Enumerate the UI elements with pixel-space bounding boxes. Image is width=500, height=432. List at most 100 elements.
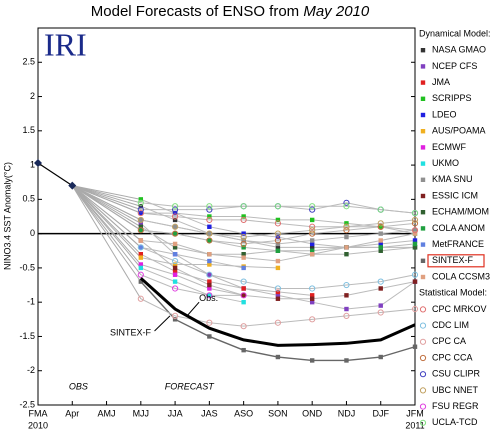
x-tick-label: FMA [29,408,48,418]
marker [378,245,383,250]
marker [377,309,384,316]
marker [138,279,144,284]
legend-label: ECMWF [432,142,466,152]
marker [378,248,383,253]
legend-label: FSU REGR [432,401,479,411]
marker [240,216,247,224]
marker [172,269,178,274]
marker [275,248,281,253]
x-tick-label: AMJ [98,408,116,418]
legend-marker [419,338,427,345]
legend-marker [419,403,427,410]
y-tick-label: 0.5 [22,194,35,204]
marker [411,220,419,227]
forecast-connector [72,185,142,231]
legend-marker [419,354,427,362]
legend-label: JMA [432,77,450,87]
legend-marker [420,177,426,182]
legend-label: CPC CCA [432,352,473,362]
marker [274,203,282,210]
legend-label: KMA SNU [432,174,473,184]
x-tick-label: Apr [65,408,79,418]
marker [172,245,178,250]
forecast-connector [71,185,142,300]
x-tick-label: MJJ [133,408,150,418]
title-date: May 2010 [303,3,370,20]
marker [377,220,384,227]
marker [240,292,247,299]
marker [207,224,212,229]
x-tick-label: JFM [406,408,424,418]
series-line [140,267,244,303]
legend-marker [419,419,427,426]
marker [377,206,384,213]
marker [275,245,281,250]
marker [275,296,281,301]
marker [171,203,179,210]
x-tick-label: JAS [201,408,218,418]
y-tick-label: 1 [30,159,35,169]
marker [411,216,419,224]
marker [241,255,246,260]
legend-label: AUS/POAMA [432,126,486,136]
marker [241,347,246,353]
marker [343,203,350,210]
marker [378,224,383,229]
legend-label: NCEP CFS [432,61,477,71]
marker [137,206,144,213]
marker [172,217,178,223]
marker [207,238,212,243]
marker [309,238,315,243]
series-line [140,222,416,245]
marker [411,271,419,278]
marker [241,252,246,257]
y-tick-label: -2 [27,365,35,375]
legend-marker [420,258,426,263]
marker [207,282,212,288]
marker [344,221,349,226]
legend-label: ESSIC ICM [432,190,478,200]
annotation-arrow [186,301,200,317]
marker [171,213,179,220]
marker [309,203,316,210]
marker [309,223,316,230]
marker [240,203,247,210]
marker [138,238,144,243]
annotation-arrow [154,315,171,332]
y-tick-label: 0 [30,228,35,238]
marker [344,293,349,298]
year-label: 2011 [405,420,424,430]
marker [275,289,281,295]
marker [378,303,383,308]
marker [412,245,418,250]
forecast-connector [71,185,142,248]
marker [412,231,418,236]
marker [412,279,418,284]
marker [344,252,349,257]
y-tick-label: 2.5 [22,57,35,67]
marker [309,206,316,213]
marker [138,262,144,267]
marker [172,224,178,229]
title-main: Model Forecasts of ENSO from [91,3,299,20]
series-line [140,202,416,214]
legend-heading: Dynamical Model: [419,28,491,38]
marker [344,234,349,240]
marker [241,286,246,291]
legend-label: ECHAM/MOM [432,207,489,217]
legend-marker [420,80,426,85]
obs-annotation: Obs. [199,293,218,303]
marker [274,237,282,244]
y-tick-label: 1.5 [22,125,35,135]
series-line [140,274,244,296]
marker [171,312,179,319]
marker [412,241,418,247]
marker [309,299,315,305]
marker [275,354,281,360]
legend-marker [419,371,427,378]
x-tick-label: JJA [168,408,183,418]
marker [138,255,144,260]
marker [275,293,281,298]
marker [240,240,247,248]
